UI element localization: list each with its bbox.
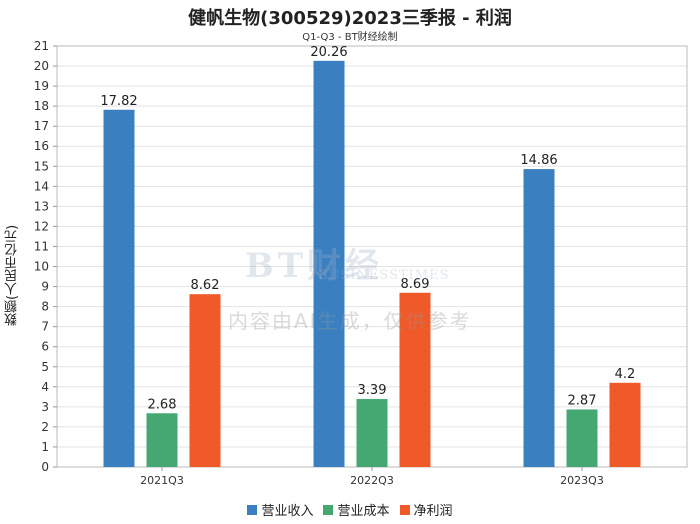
watermark-logo: BT财经: [245, 246, 384, 286]
y-tick-label: 18: [34, 99, 49, 113]
y-tick-label: 8: [41, 300, 49, 314]
y-axis-label: 数额(人民币亿元): [5, 224, 20, 326]
data-labels: 17.82 2.68 8.62 20.26 3.39 8.69 14.86 2.87 4.2: [100, 45, 635, 412]
watermark-logo-sub: BUSINESSTIMES: [318, 268, 450, 283]
legend: 营业收入 营业成本 净利润: [0, 500, 700, 519]
y-tick-label: 14: [34, 179, 49, 193]
data-label-cost-2022Q3: 3.39: [358, 383, 387, 398]
y-tick-label: 5: [41, 360, 49, 374]
legend-swatch-revenue: [247, 504, 258, 515]
bar-revenue-2021Q3: [103, 109, 135, 467]
y-tick-label: 3: [41, 400, 49, 414]
chart-title: 健帆生物(300529)2023三季报 - 利润: [188, 8, 512, 29]
bar-cost-2021Q3: [146, 413, 178, 467]
y-tick-label: 15: [34, 159, 49, 173]
legend-label-profit: 净利润: [413, 504, 453, 519]
bar-revenue-2022Q3: [313, 60, 345, 468]
y-tick-label: 4: [41, 380, 49, 394]
legend-label-cost: 营业成本: [337, 504, 390, 519]
legend-swatch-profit: [399, 504, 410, 515]
bar-profit-2021Q3: [189, 294, 221, 467]
bar-revenue-2023Q3: [523, 169, 555, 467]
y-tick-label: 21: [34, 39, 49, 53]
x-tick-label: 2021Q3: [140, 474, 184, 487]
y-tick-label: 7: [41, 320, 49, 334]
chart-subtitle: Q1-Q3 - BT财经绘制: [302, 32, 398, 43]
y-tick-label: 1: [41, 440, 49, 454]
bar-cost-2023Q3: [566, 409, 598, 467]
y-tick-label: 16: [34, 139, 49, 153]
y-tick-label: 20: [34, 59, 49, 73]
data-label-cost-2021Q3: 2.68: [148, 397, 177, 412]
data-label-profit-2022Q3: 8.69: [401, 277, 430, 292]
y-tick-label: 17: [34, 119, 49, 133]
y-tick-label: 13: [34, 199, 49, 213]
y-tick-label: 6: [41, 340, 49, 354]
bar-profit-2023Q3: [609, 382, 641, 467]
watermark-text: 内容由AI生成，仅供参考: [228, 309, 472, 333]
bars: [103, 60, 641, 468]
axes: 01234567891011121314151617181920212021Q3…: [34, 39, 688, 487]
legend-item-revenue[interactable]: 营业收入: [247, 500, 313, 519]
legend-swatch-cost: [323, 504, 334, 515]
y-tick-label: 9: [41, 280, 49, 294]
bar-profit-2022Q3: [399, 292, 431, 467]
data-label-profit-2023Q3: 4.2: [615, 367, 636, 382]
legend-label-revenue: 营业收入: [261, 504, 314, 519]
x-tick-label: 2023Q3: [560, 474, 604, 487]
grid-lines: [57, 45, 687, 468]
data-label-profit-2021Q3: 8.62: [191, 278, 220, 293]
y-tick-label: 10: [34, 260, 49, 274]
data-label-revenue-2022Q3: 20.26: [310, 45, 347, 60]
x-tick-label: 2022Q3: [350, 474, 394, 487]
y-tick-label: 11: [34, 239, 49, 253]
data-label-revenue-2021Q3: 17.82: [100, 94, 137, 109]
bar-cost-2022Q3: [356, 399, 388, 467]
y-tick-label: 2: [41, 420, 49, 434]
data-label-revenue-2023Q3: 14.86: [520, 153, 557, 168]
y-tick-label: 0: [41, 460, 49, 474]
y-tick-label: 19: [34, 79, 49, 93]
data-label-cost-2023Q3: 2.87: [568, 393, 597, 408]
legend-item-profit[interactable]: 净利润: [399, 500, 453, 519]
legend-item-cost[interactable]: 营业成本: [323, 500, 390, 519]
y-tick-label: 12: [34, 219, 49, 233]
